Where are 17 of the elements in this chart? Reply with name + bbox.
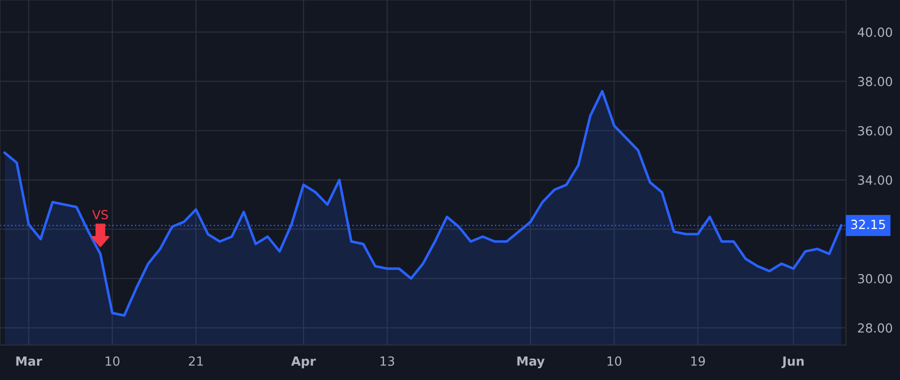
- y-tick-label: 28.00: [858, 323, 892, 333]
- x-tick-label: 21: [188, 356, 203, 366]
- ref-line-label: 32.15: [851, 220, 885, 230]
- x-tick-label: 10: [608, 356, 622, 366]
- annotation: VS: [92, 210, 108, 220]
- y-tick-label: 30.00: [858, 274, 892, 284]
- x-tick-label: Apr: [291, 356, 316, 368]
- x-tick-label: Jun: [782, 356, 804, 368]
- y-tick-label: 38.00: [858, 76, 892, 86]
- x-tick-label: May: [517, 356, 545, 368]
- x-tick-label: Mar: [16, 356, 42, 366]
- y-tick-label: 36.00: [858, 126, 892, 136]
- y-tick-label: 34.00: [858, 175, 892, 185]
- y-tick-label: 40.00: [858, 28, 892, 37]
- x-tick-label: 13: [380, 356, 394, 366]
- x-tick-label: 19: [691, 356, 705, 366]
- x-tick-label: 10: [106, 356, 120, 366]
